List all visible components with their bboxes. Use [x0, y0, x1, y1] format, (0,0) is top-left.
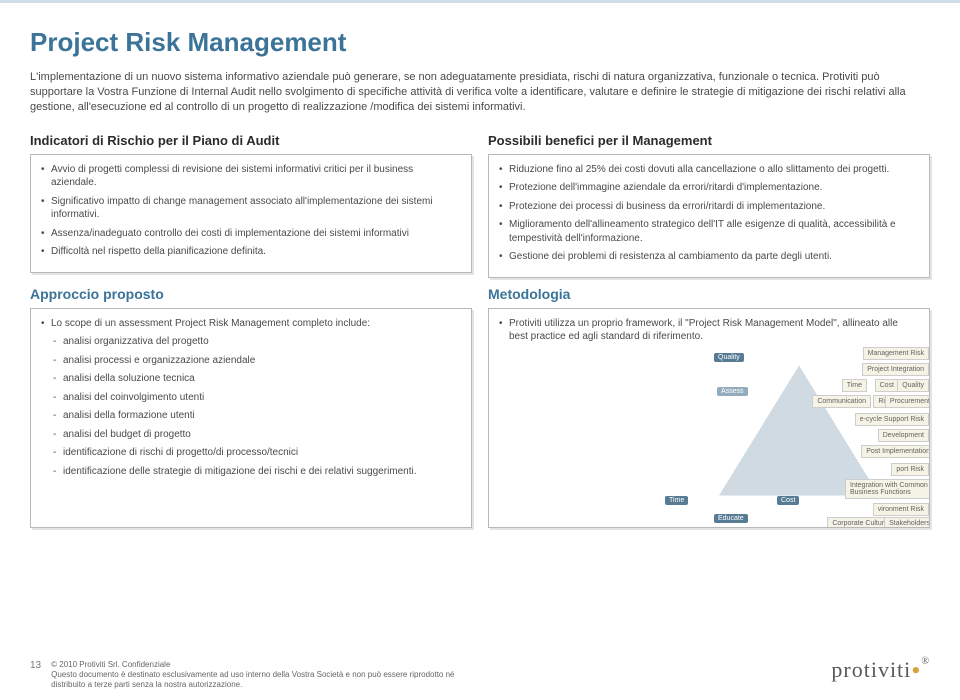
approccio-heading: Approccio proposto: [30, 286, 472, 302]
protiviti-logo: protiviti•®: [831, 656, 930, 686]
list-sub: analisi del coinvolgimento utenti: [41, 391, 461, 405]
list-sub: analisi della formazione utenti: [41, 409, 461, 423]
band-time: Time: [665, 496, 688, 505]
panel: Stakeholders: [884, 517, 930, 528]
panel-port-risk: port Risk: [891, 463, 929, 476]
right-column: Possibili benefici per il Management Rid…: [488, 133, 930, 286]
list-item: Miglioramento dell'allineamento strategi…: [499, 218, 919, 245]
left-column: Indicatori di Rischio per il Piano di Au…: [30, 133, 472, 286]
page-number: 13: [30, 660, 41, 673]
list-item: Protezione dell'immagine aziendale da er…: [499, 181, 919, 195]
list-sub: analisi della soluzione tecnica: [41, 372, 461, 386]
copyright-line: © 2010 Protiviti Srl. Confidenziale: [51, 660, 481, 670]
left-heading: Indicatori di Rischio per il Piano di Au…: [30, 133, 472, 148]
list-item: Assenza/inadeguato controllo dei costi d…: [41, 227, 461, 241]
band-cost: Cost: [777, 496, 799, 505]
framework-diagram: Quality Assess Educate Time Cost Managem…: [669, 347, 929, 527]
list-item: Difficoltà nel rispetto della pianificaz…: [41, 245, 461, 259]
logo-dot-icon: •: [911, 656, 921, 685]
left-box: Avvio di progetti complessi di revisione…: [30, 154, 472, 273]
page-title: Project Risk Management: [30, 27, 930, 58]
panel-mgmt-risk: Management Risk: [863, 347, 929, 360]
logo-text: protiviti: [831, 657, 911, 682]
copyright-block: © 2010 Protiviti Srl. Confidenziale Ques…: [51, 660, 481, 690]
list-sub: identificazione di rischi di progetto/di…: [41, 446, 461, 460]
logo-reg: ®: [921, 656, 930, 667]
approccio-box: Lo scope di un assessment Project Risk M…: [30, 308, 472, 528]
list-sub: analisi processi e organizzazione aziend…: [41, 354, 461, 368]
metodologia-box: Protiviti utilizza un proprio framework,…: [488, 308, 930, 528]
panel-support-risk: e-cycle Support Risk: [855, 413, 929, 426]
metodologia-heading: Metodologia: [488, 286, 930, 302]
list-sub: analisi del budget di progetto: [41, 428, 461, 442]
panel: Communication: [812, 395, 871, 408]
metodologia-list: Protiviti utilizza un proprio framework,…: [499, 317, 919, 344]
panel: Integration with Common Business Functio…: [845, 479, 930, 500]
right-heading: Possibili benefici per il Management: [488, 133, 930, 148]
panel: Cost: [875, 379, 899, 392]
list-item: Protezione dei processi di business da e…: [499, 200, 919, 214]
list-sub: analisi organizzativa del progetto: [41, 335, 461, 349]
list-item: Lo scope di un assessment Project Risk M…: [41, 317, 461, 331]
right-list: Riduzione fino al 25% dei costi dovuti a…: [499, 163, 919, 264]
panel: Project Integration: [862, 363, 929, 376]
two-column-bottom: Approccio proposto Lo scope di un assess…: [30, 286, 930, 536]
metodologia-column: Metodologia Protiviti utilizza un propri…: [488, 286, 930, 536]
approccio-list: Lo scope di un assessment Project Risk M…: [41, 317, 461, 479]
list-sub: identificazione delle strategie di mitig…: [41, 465, 461, 479]
panel: Development: [878, 429, 929, 442]
panel-env-risk: vironment Risk: [873, 503, 929, 516]
list-item: Riduzione fino al 25% dei costi dovuti a…: [499, 163, 919, 177]
band-quality: Quality: [714, 353, 744, 362]
band-assess: Assess: [717, 387, 748, 396]
right-box: Riduzione fino al 25% dei costi dovuti a…: [488, 154, 930, 278]
panel: Corporate Culture: [827, 517, 893, 528]
panel: Time: [842, 379, 867, 392]
disclaimer-line: Questo documento è destinato esclusivame…: [51, 670, 481, 690]
intro-paragraph: L'implementazione di un nuovo sistema in…: [30, 70, 920, 115]
panel: Quality: [897, 379, 929, 392]
panel: Procurement: [885, 395, 930, 408]
list-item: Gestione dei problemi di resistenza al c…: [499, 250, 919, 264]
panel: Post Implementation: [861, 445, 930, 458]
footer: 13 © 2010 Protiviti Srl. Confidenziale Q…: [30, 660, 481, 690]
list-item: Protiviti utilizza un proprio framework,…: [499, 317, 919, 344]
approccio-column: Approccio proposto Lo scope di un assess…: [30, 286, 472, 536]
left-list: Avvio di progetti complessi di revisione…: [41, 163, 461, 259]
band-educate: Educate: [714, 514, 748, 523]
two-column-top: Indicatori di Rischio per il Piano di Au…: [30, 133, 930, 286]
list-item: Significativo impatto di change manageme…: [41, 195, 461, 222]
list-item: Avvio di progetti complessi di revisione…: [41, 163, 461, 190]
